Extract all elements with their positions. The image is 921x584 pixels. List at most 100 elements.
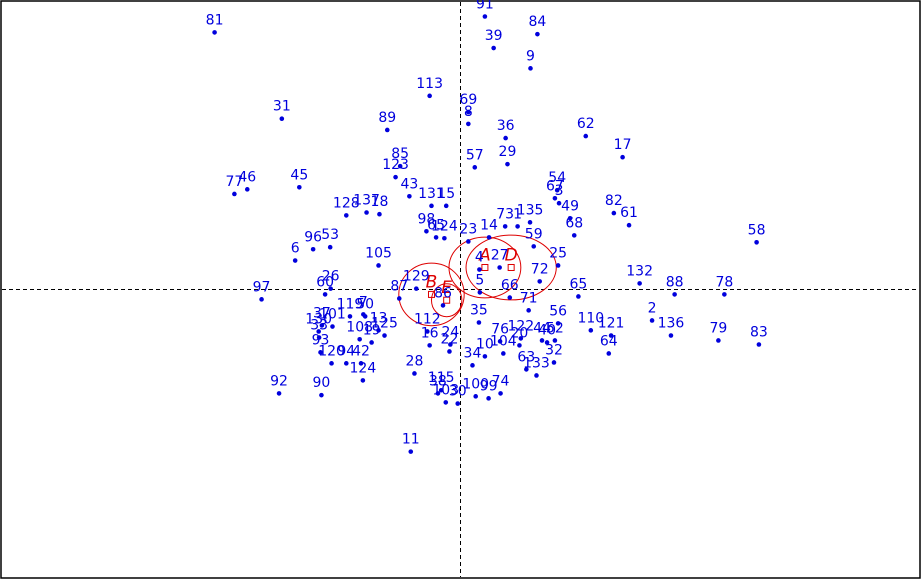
data-point-122-83 <box>518 336 524 341</box>
point-label-23-41: 23 <box>459 221 477 237</box>
point-label-99-112: 99 <box>480 378 498 394</box>
data-point-44-81 <box>539 338 545 343</box>
data-point-3-23 <box>556 200 562 206</box>
data-point-104-93 <box>501 351 506 356</box>
point-label-32-96: 32 <box>545 342 563 358</box>
data-point-96-38 <box>310 246 316 252</box>
data-point-100-111 <box>473 394 478 399</box>
data-point-132-50 <box>637 281 642 286</box>
point-label-89-9: 89 <box>378 110 396 126</box>
point-label-101-73: 101 <box>319 307 346 323</box>
point-label-73-33: 73 <box>496 206 514 222</box>
point-label-65-37: 65 <box>427 217 445 233</box>
data-point-5-58 <box>477 290 483 295</box>
data-point-35-67 <box>476 320 482 325</box>
point-label-135-32: 135 <box>517 202 544 218</box>
data-point-25-48 <box>555 263 561 268</box>
data-point-6-44 <box>292 258 298 263</box>
data-point-115-109 <box>438 387 444 393</box>
group-label-b: B <box>426 272 438 292</box>
point-label-38-108: 38 <box>429 373 447 389</box>
data-point-119-65 <box>347 314 353 319</box>
point-label-82-29: 82 <box>605 193 623 209</box>
data-point-16-90 <box>427 343 432 348</box>
point-label-39-3: 39 <box>485 28 503 44</box>
point-label-105-45: 105 <box>365 245 392 261</box>
data-point-131-24 <box>429 203 434 209</box>
data-point-27-46 <box>497 265 502 270</box>
point-label-59-43: 59 <box>525 226 543 242</box>
point-label-27-46: 27 <box>491 247 509 263</box>
point-label-45-19: 45 <box>290 167 308 183</box>
point-label-43-20: 43 <box>400 176 418 192</box>
data-point-58-51 <box>754 240 759 245</box>
data-point-78-53 <box>722 292 727 297</box>
data-point-18-28 <box>377 211 382 217</box>
data-point-50-66 <box>362 314 368 319</box>
data-point-4-47 <box>477 267 482 272</box>
point-label-137-27: 137 <box>353 192 380 208</box>
data-point-101-73 <box>330 324 335 329</box>
point-label-49-31: 49 <box>561 198 579 214</box>
point-label-85-15: 85 <box>391 146 409 162</box>
point-label-100-111: 100 <box>462 376 489 392</box>
data-point-81-0 <box>212 30 217 35</box>
point-label-11-115: 11 <box>402 432 420 448</box>
point-label-9-4: 9 <box>526 48 535 64</box>
point-label-115-109: 115 <box>428 370 455 386</box>
data-point-53-39 <box>327 244 333 250</box>
data-point-62-11 <box>583 133 589 139</box>
data-point-76-84 <box>497 339 503 344</box>
data-point-37-72 <box>319 323 325 328</box>
point-label-69-6: 69 <box>459 92 477 108</box>
point-label-56-68: 56 <box>549 303 567 319</box>
data-point-129-57 <box>413 286 419 291</box>
point-label-46-18: 46 <box>238 169 256 185</box>
group-label-a: A <box>478 245 491 265</box>
data-point-38-108 <box>435 391 441 396</box>
group-ellipse-b <box>398 262 465 327</box>
point-label-37-72: 37 <box>313 305 331 321</box>
point-label-20-85: 20 <box>511 325 529 341</box>
group-label-d: D <box>505 245 518 265</box>
data-point-93-95 <box>318 350 323 355</box>
point-label-50-66: 50 <box>356 296 374 312</box>
data-point-92-106 <box>276 391 282 396</box>
data-point-8-8 <box>466 121 471 127</box>
point-label-7-64: 7 <box>359 294 368 310</box>
data-point-135-32 <box>527 220 533 225</box>
data-point-91-1 <box>482 14 488 19</box>
data-point-23-41 <box>466 239 471 244</box>
data-point-34-101 <box>470 363 475 368</box>
point-label-72-49: 72 <box>531 261 549 277</box>
point-label-133-103: 133 <box>523 355 550 371</box>
data-point-121-78 <box>608 333 614 338</box>
data-point-45-19 <box>297 185 302 190</box>
data-point-123-16 <box>393 174 398 180</box>
point-label-2-70: 2 <box>648 300 657 316</box>
point-label-103-113: 103 <box>432 382 459 398</box>
point-label-124-105: 124 <box>350 360 377 376</box>
data-point-65-60 <box>576 294 581 299</box>
data-point-1-34 <box>515 224 520 229</box>
point-label-14-40: 14 <box>480 217 498 233</box>
data-point-63-102 <box>524 367 529 372</box>
data-point-43-20 <box>407 193 412 199</box>
point-label-83-80: 83 <box>750 325 768 341</box>
data-point-31-7 <box>279 116 285 121</box>
point-label-79-79: 79 <box>709 320 727 336</box>
data-point-136-71 <box>668 333 674 338</box>
point-label-30-114: 30 <box>449 384 467 400</box>
data-point-87-61 <box>396 296 402 301</box>
data-point-65-37 <box>433 235 439 240</box>
data-point-112-74 <box>425 329 430 334</box>
point-label-98-36: 98 <box>418 211 436 227</box>
point-label-24-91: 24 <box>441 325 459 341</box>
group-center-d <box>507 263 515 271</box>
point-label-97-54: 97 <box>253 279 271 295</box>
point-label-131-24: 131 <box>418 186 445 202</box>
data-point-84-2 <box>535 31 540 37</box>
point-label-136-71: 136 <box>658 316 685 332</box>
point-label-4-47: 4 <box>475 250 484 266</box>
point-label-66-59: 66 <box>501 278 519 294</box>
